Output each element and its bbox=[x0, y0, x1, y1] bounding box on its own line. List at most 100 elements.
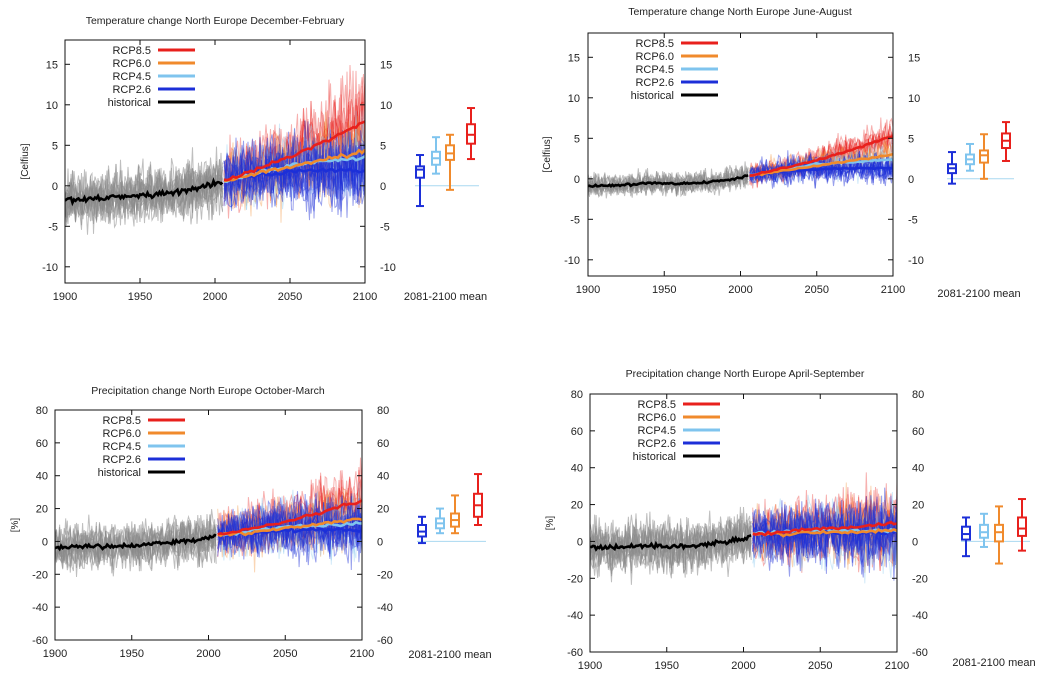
x-tick-label: 1900 bbox=[53, 291, 77, 303]
y-tick-label-left: -10 bbox=[42, 262, 58, 274]
y-axis-label: [%] bbox=[10, 518, 21, 533]
legend-label-rcp85: RCP8.5 bbox=[112, 45, 151, 57]
y-tick-label-left: -60 bbox=[567, 647, 583, 659]
ensemble-rcp85-line bbox=[752, 491, 897, 571]
boxplot-group bbox=[947, 121, 1014, 185]
series-historical-mean-line bbox=[65, 177, 224, 207]
y-tick-label-left: 20 bbox=[36, 504, 48, 516]
ensemble-rcp85-line bbox=[217, 467, 362, 558]
y-tick-label-right: 20 bbox=[377, 504, 389, 516]
x-tick-label: 1900 bbox=[578, 660, 602, 672]
series-rcp60-mean-line bbox=[217, 517, 362, 538]
y-tick-label-right: -20 bbox=[912, 573, 928, 585]
ensemble-rcp26-line bbox=[223, 129, 365, 202]
legend-label-rcp45: RCP4.5 bbox=[102, 441, 141, 453]
series-historical-mean-line bbox=[590, 534, 752, 552]
legend-label-rcp60: RCP6.0 bbox=[637, 412, 676, 424]
legend-label-rcp85: RCP8.5 bbox=[637, 399, 676, 411]
y-tick-label-right: 15 bbox=[380, 59, 392, 71]
y-tick-label-left: 80 bbox=[36, 405, 48, 417]
legend-label-historical: historical bbox=[98, 467, 141, 479]
y-tick-label-right: 0 bbox=[908, 174, 914, 186]
x-tick-label: 2000 bbox=[196, 648, 220, 660]
y-tick-label-right: 0 bbox=[377, 536, 383, 548]
legend-label-rcp60: RCP6.0 bbox=[102, 428, 141, 440]
chart-panel-4: 1900 1950 2000 2050 2100-60 -60-40 -40-20 -200 0… bbox=[545, 368, 1036, 672]
y-axis-label: [Celfius] bbox=[20, 143, 31, 179]
legend-label-rcp45: RCP4.5 bbox=[635, 64, 674, 76]
boxplot-box-rcp60 bbox=[979, 149, 989, 164]
ensemble-rcp26-line bbox=[752, 495, 897, 559]
y-tick-label-right: 20 bbox=[912, 500, 924, 512]
x-tick-label: 2100 bbox=[881, 284, 905, 296]
y-tick-label-left: 5 bbox=[574, 133, 580, 145]
ensemble-historical-line bbox=[55, 517, 217, 577]
y-tick-label-right: -5 bbox=[380, 221, 390, 233]
ensemble-rcp85-line bbox=[223, 78, 365, 199]
ensemble-rcp60-line bbox=[223, 121, 365, 209]
y-tick-label-left: 5 bbox=[52, 140, 58, 152]
ensemble-rcp26-line bbox=[752, 495, 897, 563]
legend-label-rcp85: RCP8.5 bbox=[635, 38, 674, 50]
ensemble-rcp60-line bbox=[223, 118, 365, 223]
legend-label-rcp60: RCP6.0 bbox=[112, 58, 151, 70]
boxplot-label: 2081-2100 mean bbox=[937, 288, 1020, 300]
y-tick-label-left: 15 bbox=[568, 52, 580, 64]
y-tick-label-right: 15 bbox=[908, 52, 920, 64]
y-tick-label-left: -60 bbox=[32, 635, 48, 647]
ensemble-rcp85-line bbox=[752, 488, 897, 573]
y-tick-label-right: 40 bbox=[377, 471, 389, 483]
legend-label-rcp26: RCP2.6 bbox=[635, 77, 674, 89]
series-rcp85-mean-line bbox=[752, 520, 897, 537]
ensemble-rcp85-line bbox=[749, 125, 893, 184]
ensemble-historical-line bbox=[590, 516, 752, 578]
y-tick-label-right: -60 bbox=[377, 635, 393, 647]
chart-title: Precipitation change North Europe Octobe… bbox=[91, 385, 325, 397]
ensemble-rcp26-line bbox=[752, 487, 897, 566]
legend-label-rcp45: RCP4.5 bbox=[112, 71, 151, 83]
y-tick-label-right: 80 bbox=[377, 405, 389, 417]
y-tick-label-right: -40 bbox=[912, 610, 928, 622]
y-axis-label: [Celfius] bbox=[542, 136, 553, 172]
legend-label-historical: historical bbox=[633, 451, 676, 463]
legend-label-rcp60: RCP6.0 bbox=[635, 51, 674, 63]
x-tick-label: 1900 bbox=[43, 648, 67, 660]
y-tick-label-left: 40 bbox=[571, 463, 583, 475]
ensemble-rcp26-line bbox=[223, 133, 365, 221]
ensemble-rcp45-line bbox=[752, 502, 897, 568]
series-historical-mean-line bbox=[55, 533, 217, 552]
y-tick-label-right: 80 bbox=[912, 389, 924, 401]
series-rcp85-mean-line bbox=[749, 135, 893, 177]
y-tick-label-left: 60 bbox=[36, 438, 48, 450]
ensemble-rcp60-line bbox=[752, 491, 897, 564]
y-tick-label-left: -40 bbox=[567, 610, 583, 622]
y-tick-label-left: 0 bbox=[574, 174, 580, 186]
series-rcp60-mean-line bbox=[223, 148, 365, 183]
x-tick-label: 2050 bbox=[808, 660, 832, 672]
ensemble-rcp60-line bbox=[749, 145, 893, 180]
y-tick-label-left: 0 bbox=[577, 536, 583, 548]
y-tick-label-right: 0 bbox=[912, 536, 918, 548]
y-tick-label-left: -40 bbox=[32, 602, 48, 614]
x-tick-label: 2000 bbox=[728, 284, 752, 296]
ensemble-rcp45-line bbox=[223, 110, 365, 207]
boxplot-group bbox=[417, 473, 486, 545]
ensemble-rcp26-line bbox=[217, 503, 362, 553]
y-tick-label-left: 15 bbox=[46, 59, 58, 71]
ensemble-rcp85-line bbox=[217, 457, 362, 554]
y-tick-label-left: -5 bbox=[570, 214, 580, 226]
boxplot-group bbox=[961, 498, 1030, 565]
x-tick-label: 2000 bbox=[731, 660, 755, 672]
y-tick-label-left: 0 bbox=[52, 181, 58, 193]
ensemble-rcp85-line bbox=[223, 75, 365, 191]
y-tick-label-left: 40 bbox=[36, 471, 48, 483]
ensemble-rcp60-line bbox=[749, 134, 893, 182]
boxplot-group bbox=[415, 107, 479, 208]
ensemble-rcp26-line bbox=[752, 510, 897, 578]
y-tick-label-right: 60 bbox=[377, 438, 389, 450]
chart-title: Precipitation change North Europe April-… bbox=[626, 368, 865, 380]
ensemble-rcp26-line bbox=[223, 145, 365, 212]
legend-label-rcp26: RCP2.6 bbox=[102, 454, 141, 466]
chart-panel-2: 1900 1950 2000 2050 2100 -10 -10 -5 -5 0 0 5 5 10 10 15… bbox=[542, 6, 1021, 300]
